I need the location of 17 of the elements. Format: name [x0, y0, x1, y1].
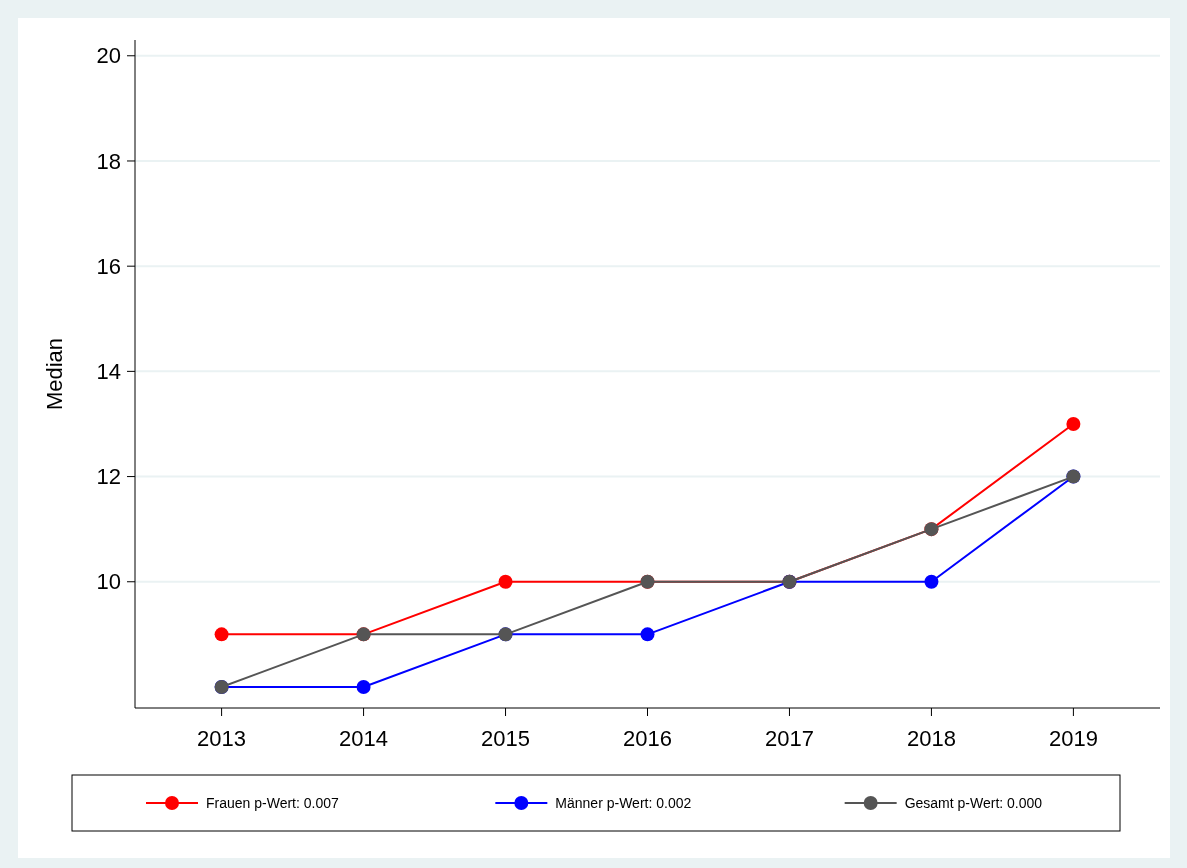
- y-tick-label: 12: [96, 464, 121, 490]
- legend-label: Gesamt p-Wert: 0.000: [904, 794, 1043, 811]
- x-tick-label: 2017: [764, 726, 814, 751]
- legend-label: Männer p-Wert: 0.002: [555, 794, 692, 811]
- x-tick-label: 2015: [481, 726, 531, 751]
- y-tick-label: 16: [96, 253, 121, 279]
- x-tick-label: 2013: [197, 726, 247, 751]
- x-tick-label: 2016: [623, 726, 672, 751]
- y-tick-label: 10: [96, 569, 121, 595]
- x-tick-label: 2018: [906, 726, 956, 751]
- y-tick-label: 18: [96, 148, 121, 174]
- y-axis-title: Median: [42, 337, 67, 411]
- y-tick-label: 14: [96, 359, 121, 385]
- x-tick-label: 2014: [339, 726, 389, 751]
- x-tick-label: 2019: [1048, 726, 1098, 751]
- legend-label: Frauen p-Wert: 0.007: [206, 794, 340, 811]
- y-tick-label: 20: [96, 43, 121, 69]
